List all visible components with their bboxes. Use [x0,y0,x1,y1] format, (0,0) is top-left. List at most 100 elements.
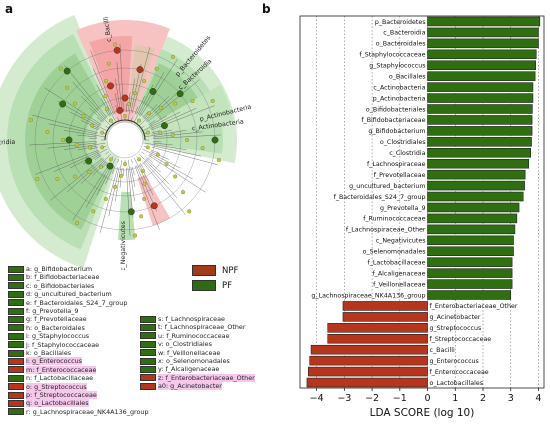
branch [93,68,114,115]
x-tick-label: 0 [425,393,431,404]
branch [141,151,145,155]
node [147,111,152,116]
bar-f_Bifidobacteriaceae [427,115,533,125]
legend-item-q: q: o_Lactobacillales [8,399,89,408]
bar-label-o_Bacillales: o_Bacillales [389,73,426,80]
node [187,209,192,214]
legend-item-s: s: f_Lachnospiraceae [140,315,225,323]
node [216,158,221,162]
node [170,133,175,137]
branch [140,59,178,117]
bar-label-p_Bacteroidetes: p_Bacteroidetes [375,19,426,26]
branch [152,142,173,146]
node [173,174,178,179]
branch [119,167,123,188]
legend-item-p: p: f_Streptococcaceae [8,391,97,399]
legend-swatch [140,349,156,357]
bar-label-o_Selenomonadales: o_Selenomonadales [363,249,426,256]
legend-item-r: r: g_Lachnospiraceae_NK4A136_group [8,408,149,416]
branch [140,163,145,171]
bar-label-o_Bacteroidales: o_Bacteroidales [376,41,426,48]
node [210,99,215,103]
legend-swatch [8,357,24,365]
legend-swatch [8,399,24,407]
node [72,101,77,106]
legend-swatch [8,383,24,391]
branch [133,157,154,196]
branch [149,115,167,127]
node [123,162,127,166]
node [158,130,163,135]
pf-swatch [192,280,216,291]
legend-text: n: f_Lactobacillaceae [26,374,94,383]
branch [69,111,108,132]
branch [105,109,110,117]
legend-text: e: f_Bacteroidales_S24_7_group [26,298,128,307]
node [141,169,145,174]
legend-text: s: f_Lachnospiraceae [158,315,225,323]
branch [100,98,112,116]
legend-text: u: f_Ruminococcaceae [158,331,230,340]
ring [52,67,198,213]
branch [94,155,102,160]
bar-label-f_Lachnospiraceae_Other: f_Lachnospiraceae_Other [346,227,426,234]
bar-o_Selenomonadales [427,246,514,257]
bar-label-f_Alcaligenaceae: f_Alcaligenaceae [372,270,425,277]
node [133,233,137,238]
node [35,177,40,181]
branch [127,92,131,113]
bar-f_Veillonellaceae [427,279,513,289]
bar-f_Enterococcaceae [308,366,428,377]
legend-text: m: f_Enterococcaceae [26,365,97,374]
legend-text: y: f_Alcaligenaceae [158,365,220,374]
node [123,114,127,118]
legend-text: q: o_Lactobacillales [26,399,89,408]
branch [53,151,100,172]
bar-label-f_Staphylococcaceae: f_Staphylococcaceae [359,52,425,59]
bar-f_Lactobacillaceae [427,257,513,267]
node [100,145,105,150]
bar-f_Alcaligenaceae [427,268,513,278]
branch [29,141,98,146]
legend-item-v: v: o_Clostridiales [140,340,212,348]
branch [141,125,145,129]
legend-item-m: m: f_Enterococcaceae [8,365,97,374]
bar-f_Streptococcaceae [327,333,428,344]
pf-label: PF [222,280,233,291]
bar-g_Prevotella_9 [427,202,520,213]
pf-node [176,90,184,98]
bar-f_Bacteroidales_S24_7_group [427,191,524,202]
bar-label-c_Bacilli: c_Bacilli [430,347,455,354]
npf-swatch [192,265,216,276]
branch [127,159,135,202]
legend-swatch [8,265,24,273]
x-tick-label: 2 [480,393,486,404]
legend-swatch [8,341,24,349]
node [164,162,169,166]
branch [145,158,161,173]
branch [150,108,197,129]
legend-text: a: g_Bifidobacterium [26,265,93,273]
legend-text: w: f_Veillonellaceae [158,348,221,357]
x-tick-label: 3 [508,393,514,404]
node [65,85,69,90]
legend-item-f: f: g_Prevotella_9 [8,307,78,315]
node [185,138,189,142]
branch [148,120,156,125]
bar-label-f_Enterococcaceae: f_Enterococcaceae [430,369,489,376]
node [108,157,113,162]
bar-label-f_Veillonellaceae: f_Veillonellaceae [373,281,426,288]
bar-label-g_Prevotella_9: g_Prevotella_9 [380,205,426,212]
bar-label-f_Prevotellaceae: f_Prevotellaceae [374,172,426,179]
bar-label-f_Lachnospiraceae: f_Lachnospiraceae [367,161,426,168]
node [119,173,124,178]
clade-sector-prevotellaceae [141,63,198,120]
legend-swatch [8,299,24,307]
bar-g_Acinetobacter [342,312,428,322]
legend-swatch [140,315,156,323]
node [58,66,63,71]
bar-f_Enterobacteriaceae_Other [342,301,428,311]
legend-text: c: o_Bifidobacteriales [26,281,95,290]
branch [47,142,98,149]
pf-node [65,136,73,144]
